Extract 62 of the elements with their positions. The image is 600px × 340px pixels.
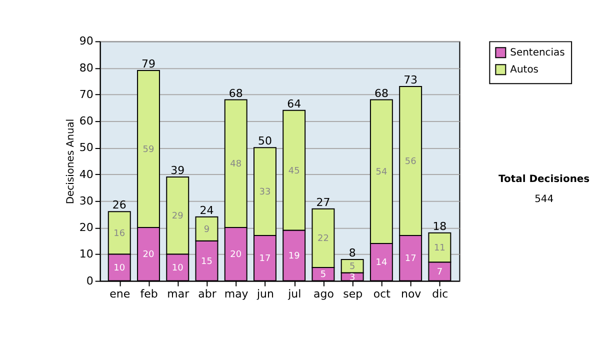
legend-label: Autos <box>510 64 538 76</box>
data-label: 54 <box>376 168 388 178</box>
data-label: 15 <box>201 256 212 267</box>
total-label: 39 <box>170 164 185 177</box>
data-label: 5 <box>349 262 356 272</box>
total-label: 24 <box>200 204 214 217</box>
x-tick-label: oct <box>373 287 392 300</box>
total-label: 26 <box>112 198 126 212</box>
data-label: 17 <box>404 254 416 264</box>
y-tick-label: 50 <box>79 141 94 154</box>
data-label: 9 <box>204 224 210 235</box>
x-tick-label: sep <box>343 287 363 300</box>
x-tick-label: jun <box>256 287 274 300</box>
data-label: 20 <box>230 250 242 260</box>
x-tick-label: ene <box>110 287 130 300</box>
total-label: 68 <box>374 86 388 100</box>
data-label: 22 <box>318 234 329 244</box>
data-label: 14 <box>376 258 388 268</box>
data-label: 7 <box>436 267 443 278</box>
x-tick-label: dic <box>432 287 448 300</box>
data-label: 48 <box>230 160 242 170</box>
data-label: 11 <box>434 244 446 254</box>
data-label: 33 <box>259 188 271 198</box>
total-label: 8 <box>348 246 356 260</box>
total-label: 73 <box>404 73 418 86</box>
y-tick-label: 90 <box>79 34 94 48</box>
x-tick-label: abr <box>198 287 217 300</box>
total-label: 64 <box>287 97 302 110</box>
y-tick-label: 0 <box>86 274 94 288</box>
x-tick-label: jul <box>287 287 302 300</box>
data-label: 20 <box>142 250 154 260</box>
data-label: 10 <box>172 263 184 274</box>
y-tick-label: 20 <box>79 221 94 234</box>
x-tick-label: feb <box>140 287 158 300</box>
y-tick-label: 70 <box>79 88 94 101</box>
text: Total Decisiones <box>498 174 590 185</box>
text: 544 <box>534 194 554 205</box>
data-label: 16 <box>114 228 126 239</box>
x-tick-label: ago <box>314 287 334 300</box>
data-label: 10 <box>114 263 126 274</box>
total-label: 27 <box>316 196 330 209</box>
total-label: 18 <box>432 220 447 233</box>
y-tick-label: 10 <box>79 248 94 261</box>
y-axis-title: Decisiones Anual <box>65 118 76 204</box>
data-label: 5 <box>320 270 326 280</box>
x-tick-label: nov <box>400 287 422 300</box>
data-label: 56 <box>404 156 417 167</box>
y-tick-label: 80 <box>79 61 94 74</box>
y-tick-label: 40 <box>79 168 94 181</box>
x-tick-label: may <box>224 287 249 300</box>
data-label: 17 <box>259 254 271 264</box>
legend-label: Sentencias <box>510 48 565 59</box>
total-label: 68 <box>228 86 243 100</box>
x-tick-label: mar <box>167 287 190 300</box>
y-tick-label: 30 <box>79 194 94 208</box>
y-tick-label: 60 <box>79 114 94 128</box>
data-label: 59 <box>142 145 154 156</box>
total-label: 79 <box>142 57 156 70</box>
data-label: 29 <box>172 212 184 222</box>
data-label: 19 <box>288 251 300 262</box>
total-label: 50 <box>258 134 272 148</box>
data-label: 45 <box>288 166 300 176</box>
